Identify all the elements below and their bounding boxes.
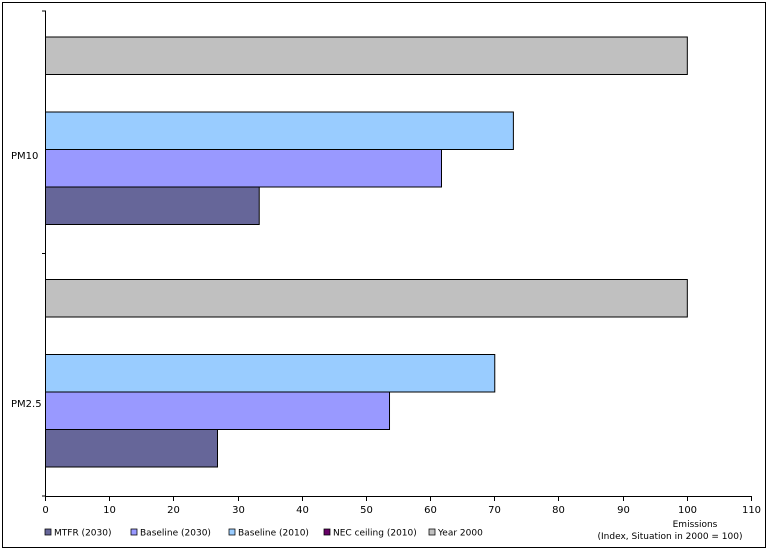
legend-swatch <box>44 528 52 536</box>
x-axis-label-line1: Emissions <box>673 520 718 530</box>
x-tick-label: 40 <box>296 505 309 516</box>
bar-pm25-baseline-2030 <box>45 391 391 430</box>
legend-swatch <box>130 528 138 536</box>
bar-pm25-year-2000 <box>45 279 688 318</box>
x-tick-label: 60 <box>424 505 437 516</box>
x-tick-label: 10 <box>103 505 116 516</box>
x-ticks: 0 10 20 30 40 50 60 70 80 90 100 110 <box>42 496 761 516</box>
category-label-pm10: PM10 <box>11 151 38 162</box>
legend-swatch <box>428 528 436 536</box>
category-label-pm25: PM2.5 <box>11 399 42 410</box>
x-tick-label: 80 <box>552 505 565 516</box>
x-tick-label: 0 <box>42 505 48 516</box>
bar-pm10-baseline-2010 <box>45 111 514 150</box>
bar-pm25-mtfr-2030 <box>45 429 219 468</box>
x-tick-label: 20 <box>167 505 180 516</box>
x-axis-label-line2: (Index, Situation in 2000 = 100) <box>598 532 743 542</box>
legend-label: Baseline (2030) <box>140 529 211 539</box>
bar-pm10-baseline-2030 <box>45 149 443 188</box>
x-tick-label: 110 <box>742 505 761 516</box>
legend: MTFR (2030) Baseline (2030) Baseline (2010… <box>44 528 483 539</box>
x-tick-label: 90 <box>617 505 630 516</box>
legend-label: Year 2000 <box>437 529 483 539</box>
x-tick-label: 70 <box>488 505 501 516</box>
legend-label: Baseline (2010) <box>238 529 309 539</box>
x-tick-label: 30 <box>232 505 245 516</box>
bar-pm25-baseline-2010 <box>45 354 496 393</box>
legend-label: MTFR (2030) <box>54 529 111 539</box>
bars-group <box>45 36 688 468</box>
bar-pm10-mtfr-2030 <box>45 186 260 225</box>
legend-swatch <box>323 528 331 536</box>
legend-label: NEC ceiling (2010) <box>333 529 417 539</box>
x-tick-label: 100 <box>678 505 697 516</box>
x-tick-label: 50 <box>360 505 373 516</box>
legend-swatch <box>228 528 236 536</box>
bar-pm10-year-2000 <box>45 36 688 75</box>
